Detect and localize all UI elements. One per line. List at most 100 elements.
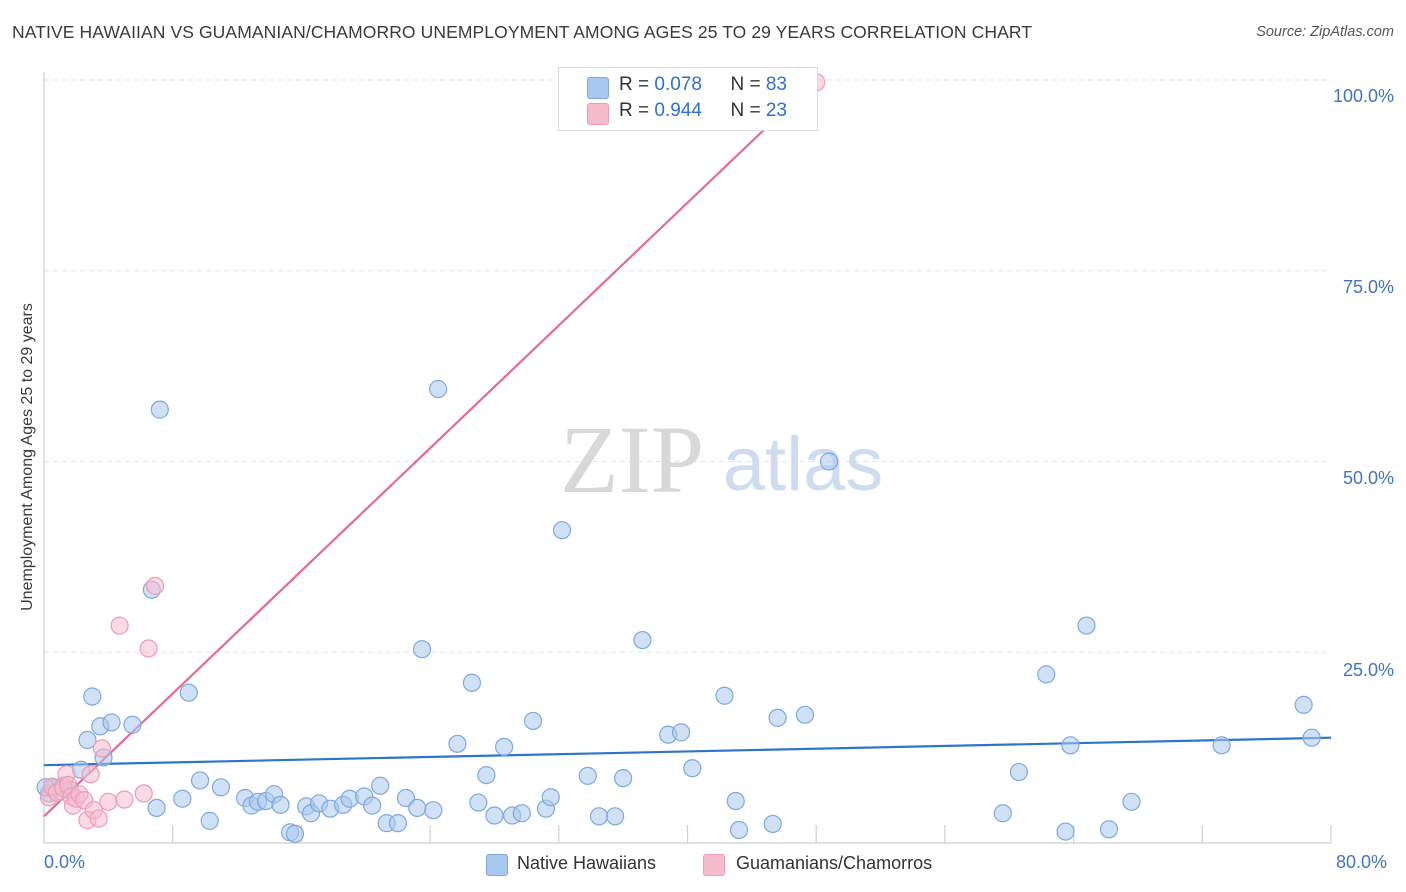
data-point-native-hawaiian <box>371 776 390 795</box>
data-point-native-hawaiian <box>190 771 210 790</box>
y-tick-label-75: 75.0% <box>1342 277 1394 297</box>
data-point-native-hawaiian <box>1122 792 1141 811</box>
data-point-guamanian <box>145 576 165 595</box>
data-point-native-hawaiian <box>614 769 633 788</box>
y-tick-label-100: 100.0% <box>1332 86 1394 106</box>
legend-n-value: 83 <box>765 74 787 95</box>
data-point-guamanian <box>89 809 108 828</box>
data-point-guamanian <box>139 639 158 658</box>
data-point-native-hawaiian <box>78 730 97 750</box>
legend-row-guamanians: R = 0.944 N = 23 <box>619 100 787 126</box>
data-point-native-hawaiian <box>388 814 408 833</box>
watermark: ZIP atlas <box>560 406 883 513</box>
data-point-native-hawaiian <box>211 778 231 797</box>
legend-swatch-pink <box>587 103 609 125</box>
y-tick-label-25: 25.0% <box>1342 660 1394 680</box>
series-native-hawaiians <box>36 379 1321 843</box>
data-point-native-hawaiian <box>1061 736 1080 755</box>
source-credit: Source: ZipAtlas.com <box>1256 24 1394 40</box>
data-point-native-hawaiian <box>795 705 815 724</box>
legend-n-label: N = <box>730 74 766 95</box>
trend-line-native-hawaiians <box>43 736 1332 767</box>
gridlines <box>44 79 1331 653</box>
legend-label-guamanians: Guamanians/Chamorros <box>736 853 933 873</box>
legend-row-native-hawaiians: R = 0.078 N = 83 <box>619 74 787 100</box>
data-point-native-hawaiian <box>271 795 290 814</box>
correlation-legend: R = 0.078 N = 83 R = 0.944 N = 23 <box>558 67 818 131</box>
data-point-native-hawaiian <box>523 711 543 731</box>
legend-label-native-hawaiians: Native Hawaiians <box>517 853 657 873</box>
data-point-native-hawaiian <box>993 804 1012 823</box>
data-point-native-hawaiian <box>1009 762 1029 782</box>
data-point-guamanian <box>115 790 134 809</box>
data-point-native-hawaiian <box>1056 822 1075 841</box>
data-point-native-hawaiian <box>726 791 745 811</box>
data-point-native-hawaiian <box>606 807 625 826</box>
data-point-guamanian <box>110 616 129 635</box>
legend-r-label: R = <box>619 74 655 95</box>
data-point-guamanian <box>99 792 118 811</box>
data-point-native-hawaiian <box>495 737 514 756</box>
data-point-native-hawaiian <box>147 798 166 818</box>
data-point-native-hawaiian <box>179 683 198 702</box>
legend-swatch-blue <box>587 77 609 99</box>
data-point-native-hawaiian <box>200 811 219 830</box>
data-point-native-hawaiian <box>429 379 448 399</box>
legend-r-label: R = <box>619 100 655 121</box>
data-point-native-hawaiian <box>729 820 749 840</box>
series-legend: Native Hawaiians Guamanians/Chamorros <box>0 852 1406 878</box>
data-point-native-hawaiian <box>552 521 572 540</box>
data-point-native-hawaiian <box>819 452 839 471</box>
data-point-native-hawaiian <box>102 713 121 732</box>
data-point-native-hawaiian <box>363 796 382 815</box>
data-point-native-hawaiian <box>1099 820 1119 839</box>
data-point-native-hawaiian <box>462 673 482 692</box>
data-point-native-hawaiian <box>83 687 102 706</box>
data-point-native-hawaiian <box>541 788 560 807</box>
data-point-native-hawaiian <box>1294 695 1313 714</box>
chart-title: NATIVE HAWAIIAN VS GUAMANIAN/CHAMORRO UN… <box>12 22 1033 42</box>
axes <box>43 72 1332 844</box>
data-point-native-hawaiian <box>683 759 702 778</box>
data-point-native-hawaiian <box>1212 736 1231 755</box>
data-point-native-hawaiian <box>1302 728 1321 747</box>
data-point-native-hawaiian <box>285 824 305 843</box>
data-point-native-hawaiian <box>1077 616 1096 635</box>
x-tick-label-max: 80.0% <box>1336 852 1388 872</box>
legend-swatch-native-hawaiians <box>486 854 508 876</box>
data-point-native-hawaiian <box>763 814 782 834</box>
x-tick-label-min: 0.0% <box>44 852 86 872</box>
data-point-native-hawaiian <box>671 723 691 742</box>
trend-line-guamanians <box>43 79 817 818</box>
data-point-native-hawaiian <box>477 765 496 785</box>
legend-n-value: 23 <box>765 100 787 121</box>
legend-n-label: N = <box>730 100 766 121</box>
data-point-native-hawaiian <box>469 793 488 812</box>
data-point-native-hawaiian <box>448 734 467 753</box>
series-guamanians-chamorros <box>39 73 826 830</box>
data-point-native-hawaiian <box>768 708 787 727</box>
data-point-native-hawaiian <box>150 400 169 419</box>
y-tick-label-50: 50.0% <box>1342 468 1394 488</box>
data-point-guamanian <box>81 765 100 784</box>
data-point-native-hawaiian <box>408 798 427 818</box>
legend-r-value: 0.078 <box>654 74 702 95</box>
watermark-zip: ZIP <box>560 406 704 513</box>
trend-lines <box>43 79 1332 818</box>
data-point-guamanian <box>92 739 112 758</box>
legend-r-value: 0.944 <box>654 100 702 121</box>
data-point-native-hawaiian <box>715 686 734 705</box>
watermark-atlas: atlas <box>723 422 884 507</box>
data-point-native-hawaiian <box>424 801 443 820</box>
data-point-native-hawaiian <box>485 806 504 825</box>
data-point-native-hawaiian <box>412 640 432 659</box>
data-point-native-hawaiian <box>633 630 652 650</box>
data-point-native-hawaiian <box>1037 665 1056 684</box>
data-point-native-hawaiian <box>589 807 609 826</box>
data-point-native-hawaiian <box>512 804 531 823</box>
legend-swatch-guamanians <box>703 854 725 876</box>
data-point-guamanian <box>134 784 153 803</box>
data-point-native-hawaiian <box>173 789 192 808</box>
data-point-native-hawaiian <box>578 766 597 785</box>
